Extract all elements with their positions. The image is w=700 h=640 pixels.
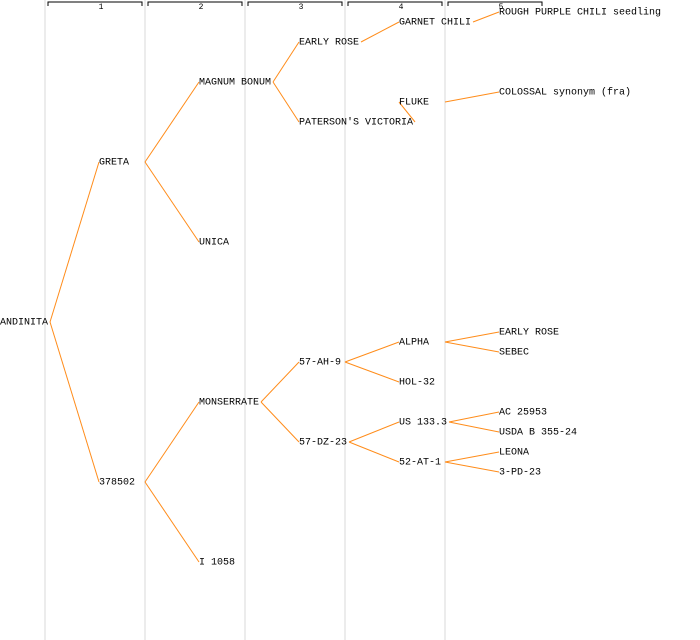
edge xyxy=(344,361,400,383)
node-label: GARNET CHILI xyxy=(399,18,471,29)
column-bracket xyxy=(447,1,543,6)
edge xyxy=(272,41,300,83)
column-divider xyxy=(44,0,46,640)
column-number: 5 xyxy=(499,3,504,12)
node-label: 57-DZ-23 xyxy=(299,438,347,449)
edge xyxy=(49,161,100,323)
edge xyxy=(49,321,100,483)
node-label: SEBEC xyxy=(499,348,529,359)
node-label: EARLY ROSE xyxy=(499,328,559,339)
column-number: 3 xyxy=(299,3,304,12)
node-label: US 133.3 xyxy=(399,418,447,429)
column-bracket xyxy=(47,1,143,6)
edges xyxy=(49,11,500,563)
edge xyxy=(260,401,300,443)
node-label: GRETA xyxy=(99,158,129,169)
column-number: 4 xyxy=(399,3,404,12)
edge xyxy=(344,341,400,363)
edge xyxy=(144,81,200,163)
node-label: AC 25953 xyxy=(499,408,547,419)
node-label: UNICA xyxy=(199,238,229,249)
node-label: EARLY ROSE xyxy=(299,38,359,49)
column-bracket xyxy=(347,1,443,6)
edge xyxy=(272,81,300,123)
edge xyxy=(444,341,500,353)
edge xyxy=(144,401,200,483)
node-label: I 1058 xyxy=(199,558,235,569)
column-divider xyxy=(344,0,346,640)
edge xyxy=(260,361,300,403)
edge xyxy=(448,421,500,433)
node-label: 378502 xyxy=(99,478,135,489)
node-label: MONSERRATE xyxy=(199,398,259,409)
edge xyxy=(448,411,500,423)
column-stripes xyxy=(44,0,446,640)
edge xyxy=(444,461,500,473)
node-label: ALPHA xyxy=(399,338,429,349)
edge xyxy=(444,331,500,343)
node-label: FLUKE xyxy=(399,98,429,109)
node-label: ROUGH PURPLE CHILI seedling xyxy=(499,7,661,19)
column-number: 2 xyxy=(199,3,204,12)
edge xyxy=(144,161,200,243)
column-bracket xyxy=(247,1,343,6)
node-label: USDA B 355-24 xyxy=(499,428,577,439)
node-label: 57-AH-9 xyxy=(299,358,341,369)
node-label: MAGNUM BONUM xyxy=(199,78,271,89)
column-divider xyxy=(244,0,246,640)
column-bracket xyxy=(147,1,243,6)
edge xyxy=(360,21,400,43)
edge xyxy=(348,421,400,443)
column-divider xyxy=(444,0,446,640)
node-label: COLOSSAL synonym (fra) xyxy=(499,87,631,99)
node-label: ANDINITA xyxy=(0,318,48,329)
edge xyxy=(398,101,416,123)
node-label: 3-PD-23 xyxy=(499,468,541,479)
column-divider xyxy=(144,0,146,640)
node-label: HOL-32 xyxy=(399,378,435,389)
edge xyxy=(444,451,500,463)
edge xyxy=(444,91,500,103)
node-label: PATERSON'S VICTORIA xyxy=(299,117,413,129)
edge xyxy=(348,441,400,463)
edge xyxy=(472,11,500,23)
node-label: 52-AT-1 xyxy=(399,458,441,469)
edge xyxy=(144,481,200,563)
column-number: 1 xyxy=(99,3,104,12)
node-label: LEONA xyxy=(499,448,529,459)
